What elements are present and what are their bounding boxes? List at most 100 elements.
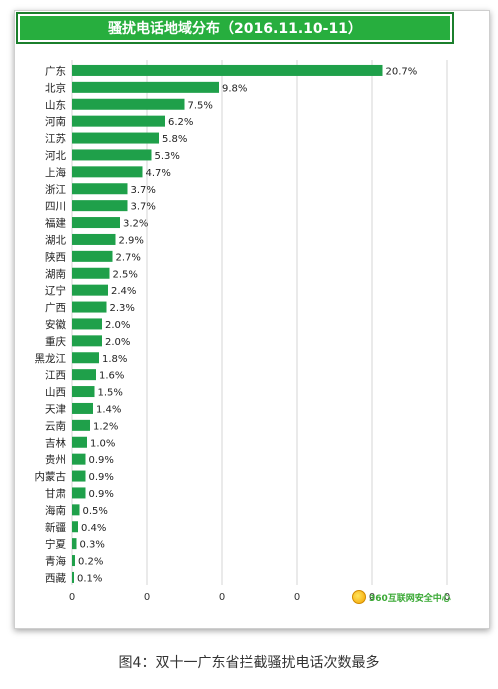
data-label: 20.7%	[386, 66, 418, 77]
category-label: 宁夏	[45, 538, 66, 551]
category-label: 陕西	[45, 250, 66, 263]
bar	[72, 250, 113, 262]
brand-logo: 360互联网安全中心	[352, 590, 451, 604]
bar	[72, 555, 75, 567]
bar	[72, 352, 99, 364]
bar	[72, 217, 120, 229]
data-label: 7.5%	[188, 100, 213, 111]
x-tick-label: 0	[219, 592, 225, 603]
x-tick-label: 0	[69, 592, 75, 603]
bar	[72, 419, 90, 431]
category-label: 重庆	[45, 335, 66, 348]
data-label: 0.9%	[89, 489, 114, 500]
bar	[72, 521, 78, 533]
data-label: 2.5%	[113, 269, 138, 280]
category-label: 河南	[45, 115, 66, 128]
category-label: 湖南	[45, 267, 66, 280]
logo-text: 360互联网安全中心	[369, 593, 451, 604]
category-label: 云南	[45, 419, 66, 432]
category-label: 江苏	[45, 132, 66, 145]
data-label: 1.0%	[90, 438, 115, 449]
category-label: 青海	[45, 555, 66, 568]
bar	[72, 267, 110, 279]
category-label: 吉林	[45, 436, 66, 449]
x-tick-label: 0	[144, 592, 150, 603]
category-label: 河北	[45, 150, 66, 162]
data-label: 0.2%	[78, 557, 103, 568]
data-label: 1.2%	[93, 421, 118, 432]
category-label: 福建	[45, 217, 66, 230]
data-label: 2.3%	[110, 303, 135, 314]
category-label: 四川	[45, 201, 66, 213]
data-label: 6.2%	[168, 117, 193, 128]
bar	[72, 183, 128, 195]
category-label: 内蒙古	[35, 470, 67, 483]
category-label: 上海	[45, 166, 66, 179]
bars	[72, 64, 383, 583]
category-label: 浙江	[45, 184, 66, 196]
bar	[72, 453, 86, 465]
data-label: 1.5%	[98, 388, 123, 399]
category-label: 山西	[45, 387, 66, 399]
category-label: 西藏	[45, 572, 66, 584]
category-label: 江西	[45, 370, 66, 382]
category-label: 黑龙江	[35, 352, 67, 365]
data-label: 3.7%	[131, 185, 156, 196]
data-label: 1.6%	[99, 371, 124, 382]
category-label: 广西	[45, 302, 66, 314]
data-label: 2.7%	[116, 252, 141, 263]
data-label: 2.9%	[119, 235, 144, 246]
category-label: 北京	[45, 81, 66, 94]
bar	[72, 335, 102, 347]
bar	[72, 436, 87, 448]
bar	[72, 64, 383, 76]
bar	[72, 132, 159, 144]
data-label: 0.3%	[80, 540, 105, 551]
data-label: 0.9%	[89, 455, 114, 466]
data-label: 5.8%	[162, 134, 187, 145]
data-label: 4.7%	[146, 168, 171, 179]
bar	[72, 318, 102, 330]
category-label: 山东	[45, 98, 66, 111]
bar	[72, 386, 95, 398]
bar	[72, 369, 96, 381]
x-tick-label: 0	[369, 592, 375, 603]
bar	[72, 571, 74, 583]
data-label: 1.8%	[102, 354, 127, 365]
x-tick-label: 0	[294, 592, 300, 603]
data-label: 9.8%	[222, 83, 247, 94]
data-label: 0.1%	[77, 573, 102, 584]
category-label: 天津	[45, 403, 66, 415]
labels: 0 0 0 0 0 0 广东 20.7% 北京 9.8% 山东 7.5% 河南 6.2% 江苏 5.8% 河北 5…	[35, 64, 451, 603]
bar	[72, 233, 116, 245]
bar	[72, 98, 185, 110]
bar	[72, 200, 128, 212]
bar	[72, 81, 219, 93]
category-label: 湖北	[45, 234, 66, 246]
data-label: 5.3%	[155, 151, 180, 162]
x-tick-label: 0	[444, 592, 450, 603]
category-label: 甘肃	[45, 487, 66, 500]
data-label: 0.9%	[89, 472, 114, 483]
data-label: 2.0%	[105, 320, 130, 331]
category-label: 海南	[45, 504, 66, 517]
bar	[72, 149, 152, 161]
category-label: 辽宁	[45, 284, 66, 297]
category-label: 新疆	[45, 521, 66, 534]
bar	[72, 538, 77, 550]
bar	[72, 115, 165, 127]
bar	[72, 470, 86, 482]
category-label: 贵州	[45, 453, 66, 466]
data-label: 2.4%	[111, 286, 136, 297]
category-label: 安徽	[45, 318, 66, 331]
data-label: 3.7%	[131, 202, 156, 213]
bar	[72, 504, 80, 516]
360-logo-icon	[352, 590, 366, 604]
bar	[72, 301, 107, 313]
data-label: 3.2%	[123, 219, 148, 230]
chart-title: 骚扰电话地域分布（2016.11.10-11）	[16, 12, 454, 44]
bar	[72, 402, 93, 414]
figure-caption: 图4：双十一广东省拦截骚扰电话次数最多	[118, 655, 380, 671]
data-label: 0.5%	[83, 506, 108, 517]
